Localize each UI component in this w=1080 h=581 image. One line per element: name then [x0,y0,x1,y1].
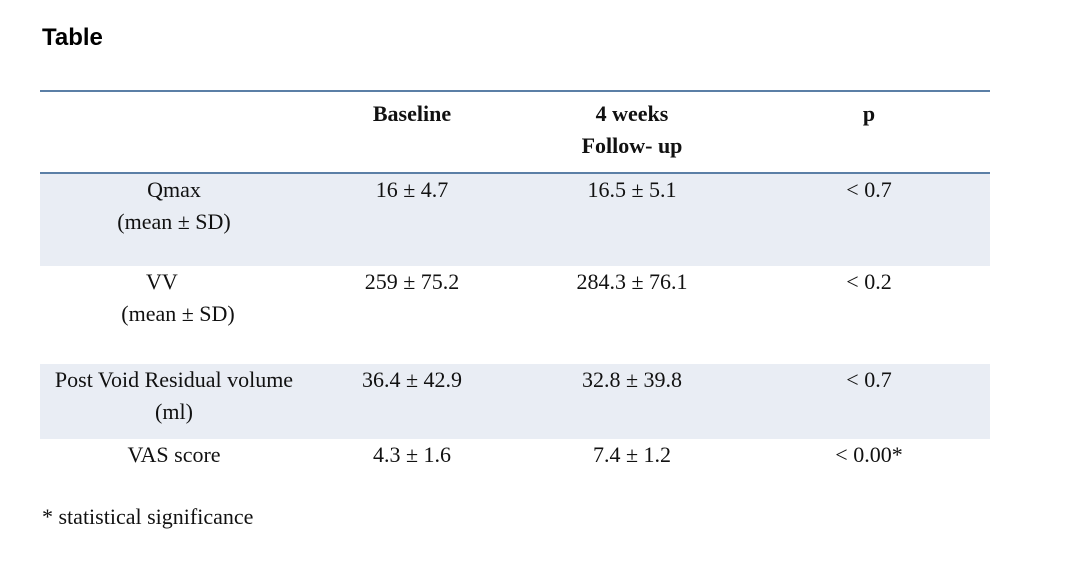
table-row: Post Void Residual volume (ml) 36.4 ± 42… [40,364,990,439]
row-label-main: VV [146,269,178,294]
cell-p: < 0.7 [846,367,892,392]
cell-p: < 0.00* [835,442,903,467]
row-label: Post Void Residual volume (ml) [40,364,308,439]
page-title: Table [42,24,103,51]
cell-followup: 284.3 ± 76.1 [576,269,688,294]
row-label-sub: (mean ± SD) [117,209,231,234]
header-p: p [862,101,876,126]
header-followup-line2: Follow- up [581,133,683,158]
cell-baseline: 36.4 ± 42.9 [361,367,463,392]
row-label-main: Qmax [147,177,201,202]
table-row: Qmax (mean ± SD) 16 ± 4.7 16.5 ± 5.1 < 0… [40,173,990,266]
row-label: VAS score [40,439,308,485]
table-row: VV (mean ± SD) 259 ± 75.2 284.3 ± 76.1 <… [40,266,990,364]
table-row: VAS score 4.3 ± 1.6 7.4 ± 1.2 < 0.00* [40,439,990,485]
cell-p: < 0.7 [846,177,892,202]
header-followup-line1: 4 weeks [595,101,669,126]
cell-baseline: 16 ± 4.7 [375,177,449,202]
row-label-main: Post Void Residual volume [54,367,294,392]
cell-followup: 16.5 ± 5.1 [587,177,677,202]
footnote: * statistical significance [42,504,254,529]
results-table-container: Baseline 4 weeks Follow- up p Qmax (mean… [40,90,990,485]
header-baseline: Baseline [372,101,452,126]
table-header-row: Baseline 4 weeks Follow- up p [40,91,990,173]
row-label-main: VAS score [127,442,221,467]
cell-p: < 0.2 [846,269,892,294]
row-label-sub: (mean ± SD) [121,301,235,326]
row-label: Qmax (mean ± SD) [40,173,308,266]
row-label-sub: (ml) [155,399,193,424]
row-label: VV (mean ± SD) [40,266,308,364]
cell-followup: 32.8 ± 39.8 [581,367,683,392]
cell-baseline: 4.3 ± 1.6 [372,442,452,467]
cell-followup: 7.4 ± 1.2 [592,442,672,467]
results-table: Baseline 4 weeks Follow- up p Qmax (mean… [40,90,990,485]
header-followup: 4 weeks Follow- up [516,91,748,173]
header-empty [40,91,308,173]
cell-baseline: 259 ± 75.2 [364,269,460,294]
